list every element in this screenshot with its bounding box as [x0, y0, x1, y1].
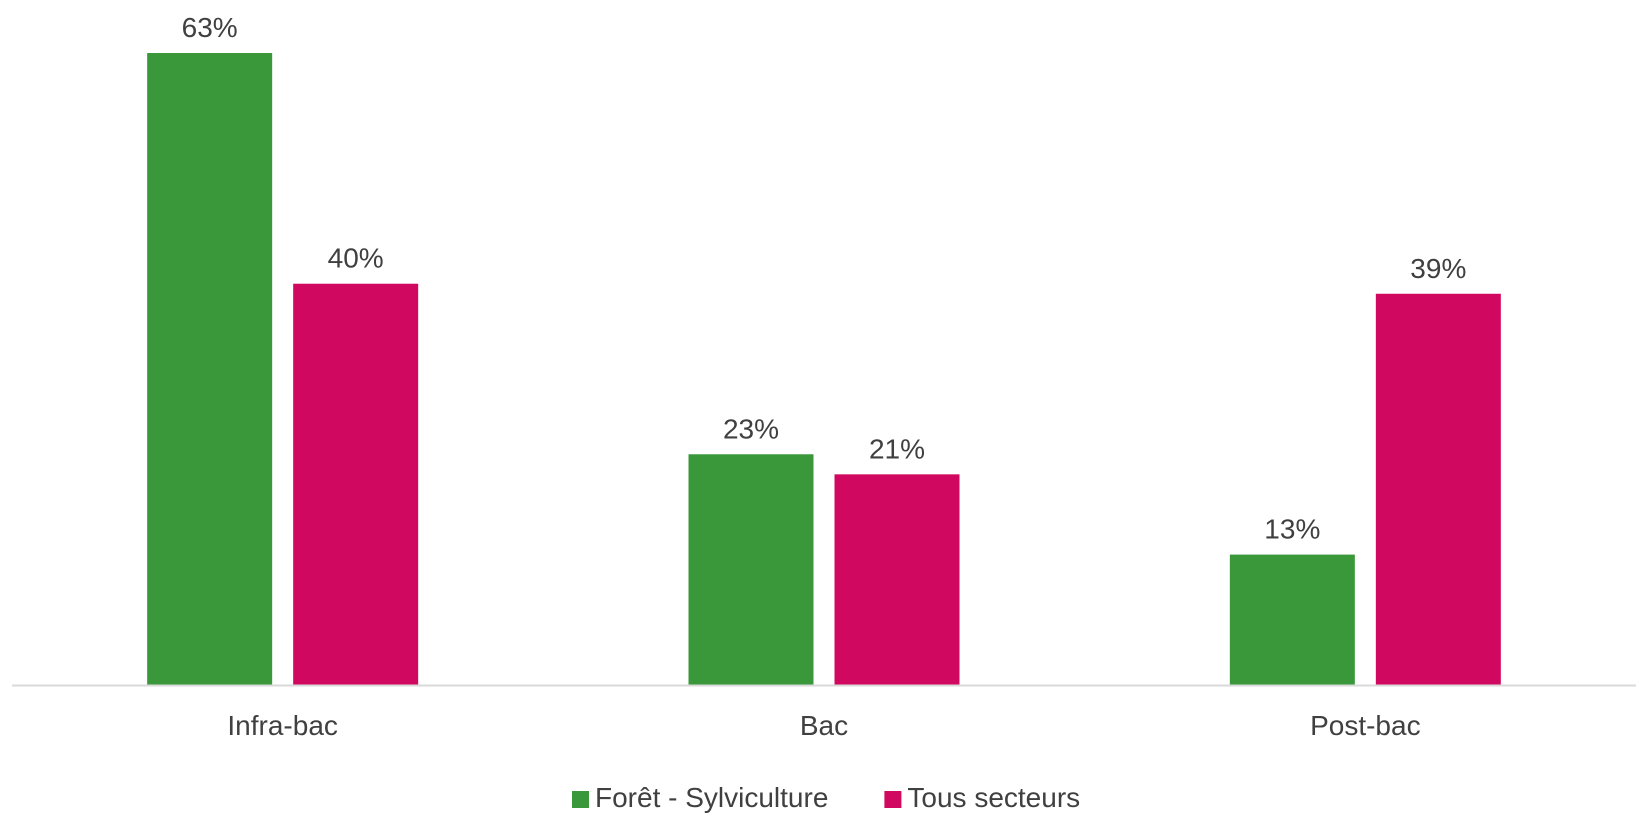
value-labels-group: 63% 40% 23% 21% 13% 39%	[182, 12, 1467, 545]
value-label-post-bac-foret: 13%	[1264, 514, 1320, 545]
bar-post-bac-tous-secteurs	[1375, 293, 1501, 685]
bar-infra-bac-tous-secteurs	[293, 283, 419, 685]
value-label-infra-bac-foret: 63%	[182, 12, 238, 43]
x-tick-label: Bac	[800, 710, 848, 741]
value-label-bac-foret: 23%	[723, 413, 779, 444]
x-tick-labels-group: Infra-bac Bac Post-bac	[227, 710, 1420, 741]
bars-group	[147, 53, 1501, 685]
x-tick-label: Post-bac	[1310, 710, 1421, 741]
bar-bac-foret	[688, 454, 814, 685]
value-label-infra-bac-tous-secteurs: 40%	[328, 243, 384, 274]
legend-swatch-foret	[572, 791, 589, 808]
legend-label-foret: Forêt - Sylviculture	[595, 782, 828, 813]
legend: Forêt - Sylviculture Tous secteurs	[572, 782, 1080, 813]
legend-swatch-tous-secteurs	[884, 791, 902, 808]
bar-post-bac-foret	[1229, 554, 1355, 685]
legend-label-tous-secteurs: Tous secteurs	[907, 782, 1080, 813]
value-label-post-bac-tous-secteurs: 39%	[1410, 253, 1466, 284]
bar-infra-bac-foret	[147, 53, 273, 685]
x-tick-label: Infra-bac	[227, 710, 338, 741]
value-label-bac-tous-secteurs: 21%	[869, 433, 925, 464]
bar-bac-tous-secteurs	[834, 474, 960, 685]
